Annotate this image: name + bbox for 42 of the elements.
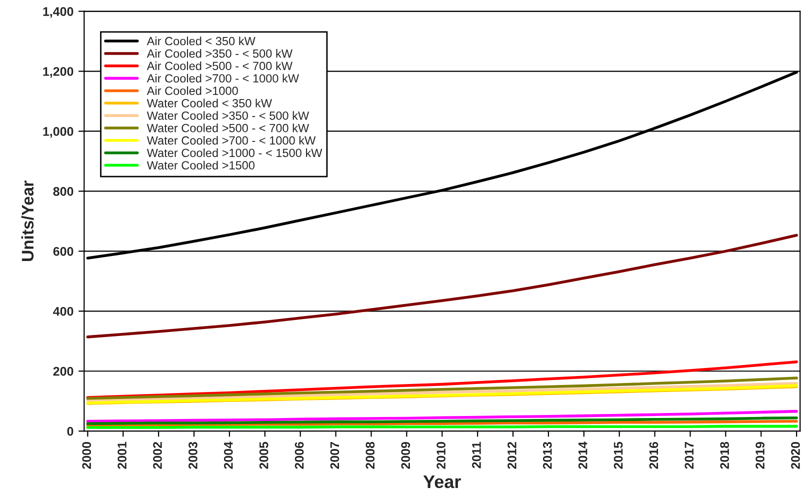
legend-label: Water Cooled >700 - < 1000 kW <box>146 136 316 145</box>
x-tick-label: 2017 <box>684 442 694 469</box>
legend-label: Water Cooled >1000 - < 1500 kW <box>146 148 322 158</box>
x-tick-label: 2012 <box>508 442 516 469</box>
y-tick-label: 1,000 <box>43 127 74 138</box>
y-axis-title: Units/Year <box>21 180 34 261</box>
x-tick-label: 2019 <box>756 442 764 469</box>
x-tick-label: 2005 <box>259 442 268 469</box>
x-tick-label: 2006 <box>294 442 304 469</box>
y-tick-label: 400 <box>53 306 74 316</box>
y-tick-label: 600 <box>53 246 74 256</box>
legend-label: Air Cooled >1000 <box>146 86 238 95</box>
y-tick-label: 1,400 <box>43 7 74 18</box>
legend-label: Water Cooled >350 - < 500 kW <box>146 111 310 120</box>
x-tick-label: 2009 <box>401 442 410 469</box>
legend-label: Air Cooled >700 - < 1000 kW <box>146 74 300 83</box>
x-tick-label: 2001 <box>118 442 126 469</box>
x-tick-label: 2010 <box>436 442 446 469</box>
x-tick-label: 2004 <box>224 442 233 469</box>
x-tick-label: 2015 <box>614 442 623 469</box>
y-tick-label: 0 <box>67 426 74 436</box>
x-tick-label: 2002 <box>153 442 162 469</box>
y-tick-label: 1,200 <box>43 67 74 78</box>
y-tick-label: 200 <box>53 366 74 376</box>
legend-label: Air Cooled >350 - < 500 kW <box>146 49 292 58</box>
x-tick-label: 2014 <box>578 442 588 469</box>
x-tick-label: 2011 <box>472 442 481 468</box>
legend-label: Water Cooled >1500 <box>146 160 255 170</box>
legend-label: Water Cooled < 350 kW <box>146 98 272 108</box>
x-tick-label: 2013 <box>542 442 552 469</box>
x-tick-label: 2000 <box>82 442 92 469</box>
x-tick-label: 2020 <box>791 442 800 469</box>
legend-label: Water Cooled >500 - < 700 kW <box>146 124 310 132</box>
x-tick-label: 2018 <box>720 442 730 469</box>
y-tick-label: 800 <box>53 187 74 196</box>
legend-label: Air Cooled < 350 kW <box>146 36 256 46</box>
x-tick-label: 2003 <box>188 442 198 469</box>
legend-label: Air Cooled >500 - < 700 kW <box>146 61 292 70</box>
x-tick-label: 2007 <box>330 442 340 469</box>
x-tick-label: 2016 <box>649 442 658 469</box>
x-axis-title: Year <box>423 476 461 488</box>
x-tick-label: 2008 <box>366 442 375 469</box>
